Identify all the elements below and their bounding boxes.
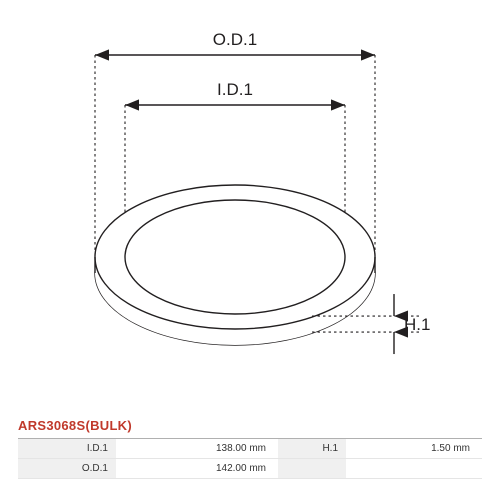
spec-value: 138.00 mm <box>116 439 278 458</box>
part-number: ARS3068S(BULK) <box>18 418 132 433</box>
spec-label <box>278 459 346 478</box>
svg-text:I.D.1: I.D.1 <box>217 80 253 99</box>
svg-text:H.1: H.1 <box>404 315 430 334</box>
spec-label: H.1 <box>278 439 346 458</box>
ring-dimension-diagram: O.D.1 I.D.1 H.1 <box>0 0 500 410</box>
spec-value: 1.50 mm <box>346 439 482 458</box>
page-container: O.D.1 I.D.1 H.1 <box>0 0 500 500</box>
spec-value: 142.00 mm <box>116 459 278 478</box>
svg-text:O.D.1: O.D.1 <box>213 30 257 49</box>
spec-label: O.D.1 <box>18 459 116 478</box>
table-row: I.D.1 138.00 mm H.1 1.50 mm <box>18 439 482 459</box>
spec-table: I.D.1 138.00 mm H.1 1.50 mm O.D.1 142.00… <box>18 438 482 479</box>
spec-value <box>346 459 482 478</box>
spec-label: I.D.1 <box>18 439 116 458</box>
table-row: O.D.1 142.00 mm <box>18 459 482 479</box>
